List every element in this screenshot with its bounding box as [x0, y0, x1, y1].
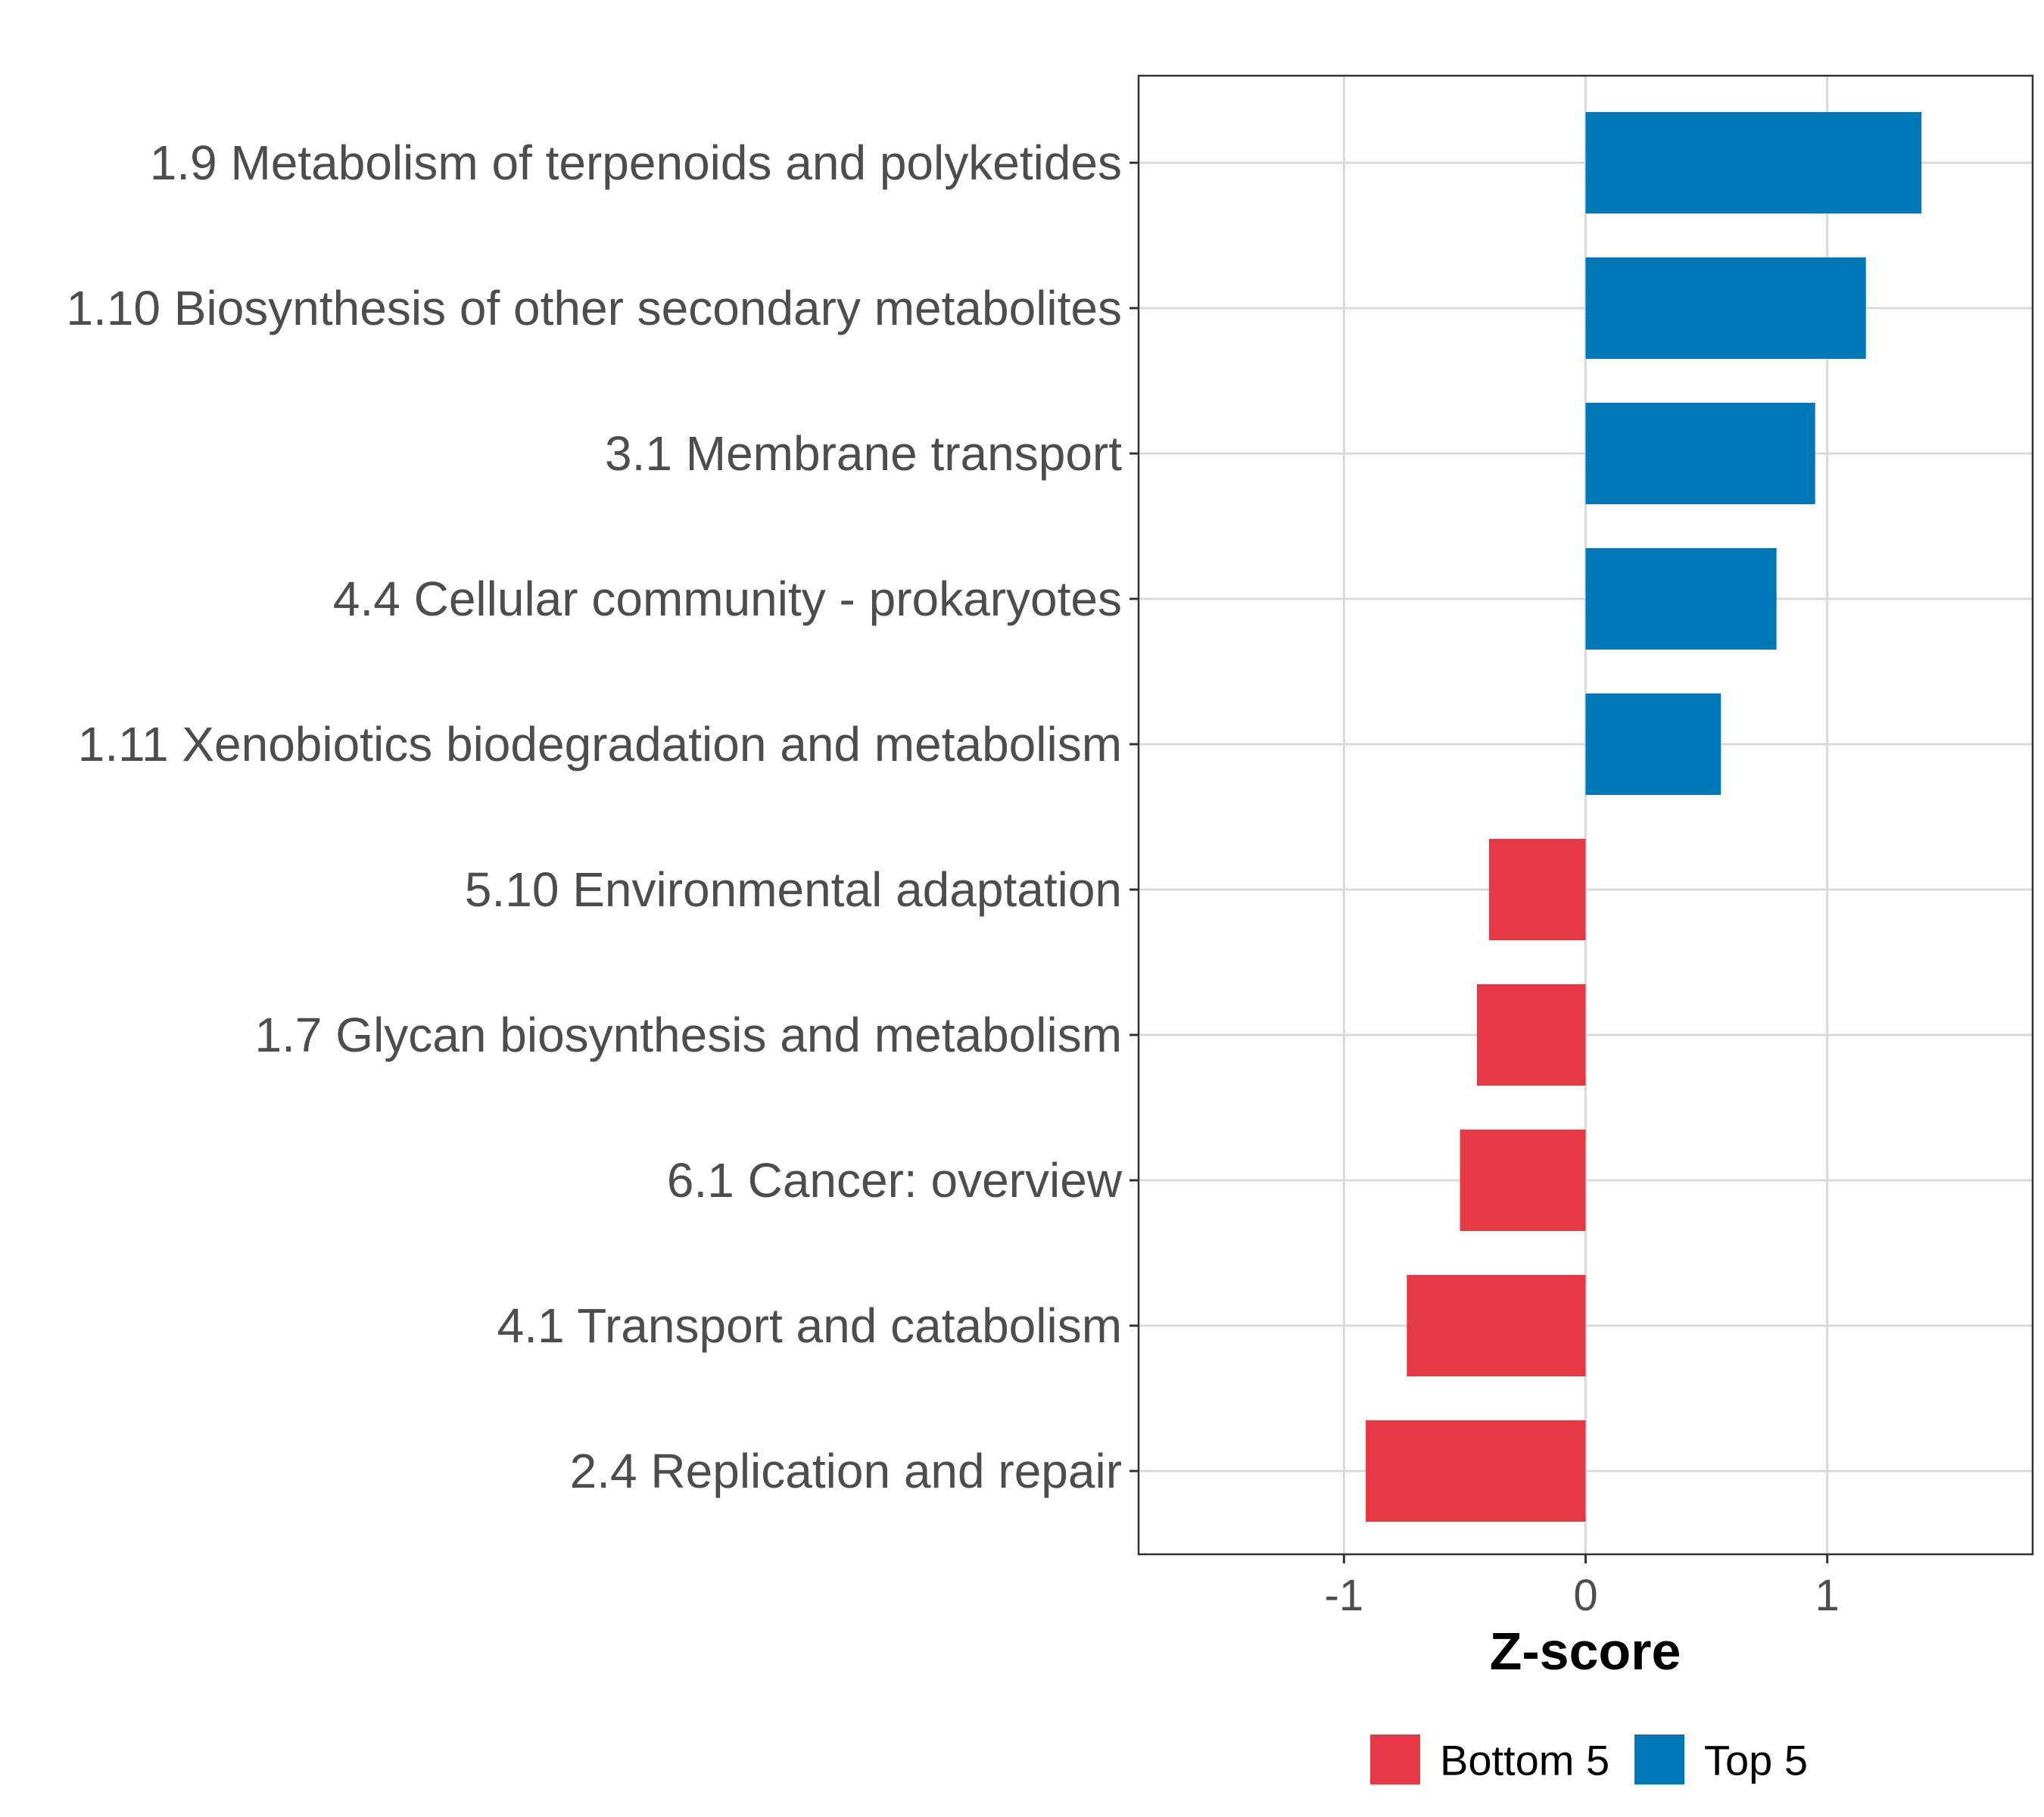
x-axis-title: Z-score	[1490, 1622, 1681, 1681]
legend-label: Top 5	[1704, 1737, 1808, 1784]
bar-3	[1585, 548, 1777, 650]
axis-ticks: -1 0 1	[1129, 161, 1840, 1620]
x-tick-label: 1	[1815, 1571, 1840, 1620]
x-tick-label: -1	[1325, 1571, 1364, 1620]
bar-1	[1585, 257, 1866, 359]
category-label: 1.11 Xenobiotics biodegradation and meta…	[78, 717, 1122, 771]
category-label: 5.10 Environmental adaptation	[465, 862, 1122, 917]
bar-6	[1476, 984, 1586, 1086]
category-labels: 1.9 Metabolism of terpenoids and polyket…	[66, 136, 1122, 1498]
bar-8	[1407, 1275, 1586, 1376]
category-label: 1.7 Glycan biosynthesis and metabolism	[255, 1008, 1122, 1062]
bar-7	[1460, 1130, 1586, 1231]
category-label: 4.4 Cellular community - prokaryotes	[333, 572, 1122, 626]
bars	[1366, 112, 1922, 1522]
x-tick-label: 0	[1573, 1571, 1597, 1620]
category-label: 6.1 Cancer: overview	[667, 1153, 1123, 1208]
bar-0	[1585, 112, 1922, 213]
category-label: 1.9 Metabolism of terpenoids and polyket…	[150, 136, 1122, 190]
category-label: 4.1 Transport and catabolism	[497, 1298, 1122, 1353]
category-label: 2.4 Replication and repair	[570, 1444, 1122, 1498]
bar-9	[1366, 1420, 1586, 1522]
legend-swatch-1	[1634, 1734, 1684, 1784]
bar-4	[1585, 693, 1722, 795]
category-label: 3.1 Membrane transport	[605, 426, 1122, 481]
legend-label: Bottom 5	[1440, 1737, 1609, 1784]
legend-swatch-0	[1370, 1734, 1420, 1784]
bar-2	[1585, 403, 1815, 504]
bar-5	[1488, 839, 1586, 940]
category-label: 1.10 Biosynthesis of other secondary met…	[66, 281, 1122, 335]
legend: Bottom 5 Top 5	[1370, 1734, 1808, 1784]
